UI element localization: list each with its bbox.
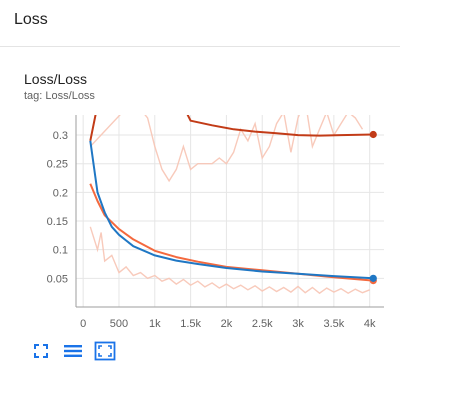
- x-tick-label: 500: [110, 318, 128, 330]
- series-0-smoothed-line: [89, 115, 374, 141]
- fit-to-screen-icon: [94, 341, 116, 361]
- y-tick-label: 0.1: [53, 245, 68, 257]
- fullscreen-button[interactable]: [30, 340, 52, 362]
- series-0-raw-line: [89, 115, 364, 183]
- series-1-raw-line: [89, 226, 370, 295]
- x-tick-label: 1.5k: [180, 318, 201, 330]
- section-header: Loss: [0, 0, 400, 47]
- x-tick-label: 2k: [221, 318, 233, 330]
- toggle-data-table-button[interactable]: [62, 340, 84, 362]
- axes: [75, 115, 384, 308]
- x-tick-label: 1k: [149, 318, 161, 330]
- x-tick-label: 3.5k: [323, 318, 344, 330]
- chart-card: Loss/Loss tag: Loss/Loss 0.05 0.1 0.15 0.2 0…: [0, 47, 450, 419]
- series-1-smoothed-line: [89, 183, 374, 282]
- fit-domain-button[interactable]: [94, 340, 116, 362]
- y-tick-label: 0.05: [47, 273, 68, 285]
- x-tick-label: 2.5k: [252, 318, 273, 330]
- section-title: Loss: [14, 11, 48, 28]
- tick-labels: 0.05 0.1 0.15 0.2 0.25 0.3 0 500 1k 1.5k 2k 2.5k 3k 3…: [47, 130, 376, 330]
- series-0-end-marker: [369, 130, 377, 139]
- y-tick-label: 0.15: [47, 216, 68, 228]
- y-tick-label: 0.3: [53, 130, 68, 142]
- list-icon: [64, 345, 82, 357]
- x-tick-label: 3k: [292, 318, 304, 330]
- loss-chart[interactable]: 0.05 0.1 0.15 0.2 0.25 0.3 0 500 1k 1.5k 2k 2.5k 3k 3…: [0, 107, 400, 337]
- series-layer: [89, 115, 374, 295]
- card-tag: tag: Loss/Loss: [24, 90, 95, 102]
- series-2-smoothed-line: [89, 140, 374, 280]
- fullscreen-icon: [34, 344, 48, 358]
- series-2-end-marker: [369, 274, 377, 282]
- y-tick-label: 0.2: [53, 187, 68, 199]
- x-tick-label: 0: [80, 318, 86, 330]
- x-tick-label: 4k: [364, 318, 376, 330]
- card-title: Loss/Loss: [24, 71, 88, 87]
- y-tick-label: 0.25: [47, 159, 68, 171]
- grid: [76, 115, 384, 307]
- chart-toolbar: [30, 339, 126, 363]
